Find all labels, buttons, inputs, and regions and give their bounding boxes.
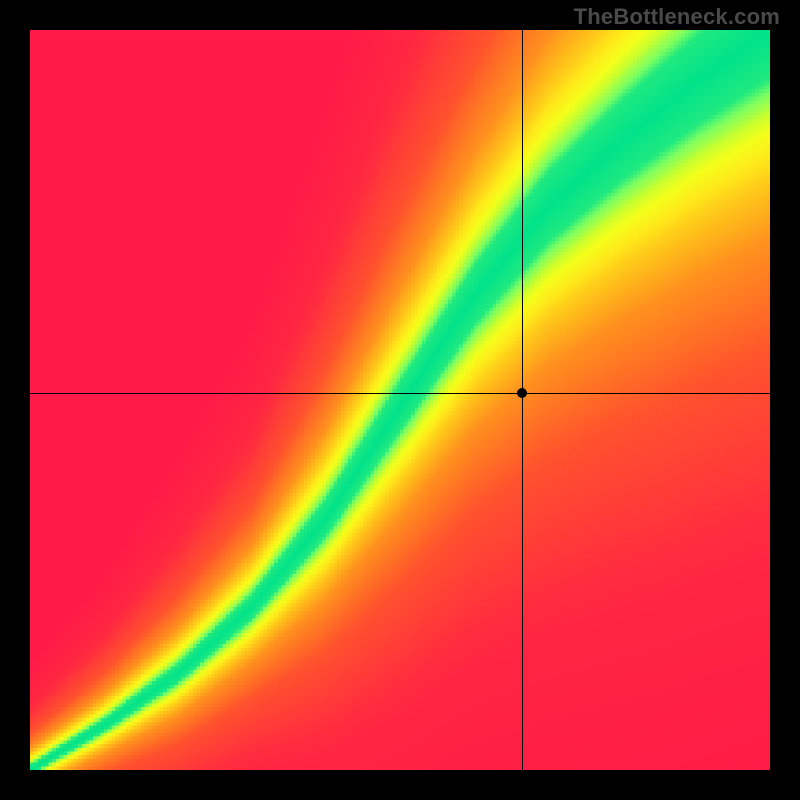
bottleneck-heatmap	[30, 30, 770, 770]
crosshair-horizontal	[30, 393, 770, 394]
crosshair-vertical	[522, 30, 523, 770]
watermark-label: TheBottleneck.com	[574, 4, 780, 30]
chart-stage: TheBottleneck.com	[0, 0, 800, 800]
marker-dot	[517, 388, 527, 398]
